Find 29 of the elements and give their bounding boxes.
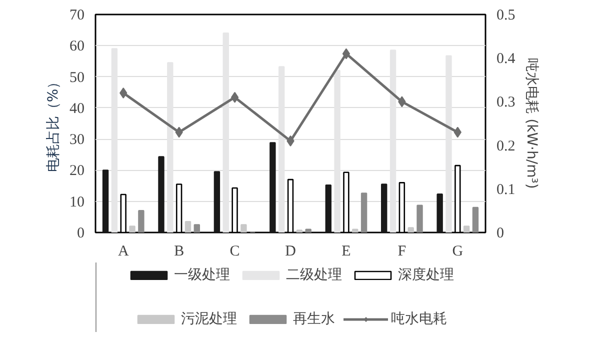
legend-label: 一级处理 [174, 266, 230, 284]
x-tick-label: E [342, 244, 351, 260]
legend-label: 吨水电耗 [391, 310, 447, 328]
y2-tick-label: 0.3 [496, 94, 516, 111]
x-tick-label: F [398, 244, 406, 260]
x-tick-label: B [174, 244, 184, 260]
y-tick-label: 50 [70, 70, 84, 86]
y-tick-label: 10 [70, 194, 84, 210]
y2-tick-label: 0.5 [496, 8, 516, 24]
y2-tick-label: 0.4 [496, 51, 516, 68]
x-tick-label: A [118, 244, 129, 260]
y2-tick-label: 0 [496, 226, 504, 242]
x-tick-label: G [452, 244, 464, 260]
y-tick-label: 60 [70, 38, 84, 55]
legend-label: 二级处理 [286, 266, 342, 284]
y-axis-title: 电耗占比（%） [46, 74, 62, 172]
legend-label: 再生水 [293, 310, 335, 328]
y2-axis-title: 吨水电耗 (kW·h/m³) [523, 58, 540, 189]
y-tick-label: 70 [70, 8, 84, 24]
y2-tick-label: 0.2 [496, 138, 516, 154]
x-tick-label: D [285, 244, 296, 260]
x-tick-label: C [230, 244, 240, 260]
y2-tick-label: 0.1 [496, 182, 516, 198]
y-tick-label: 30 [70, 132, 84, 148]
y-tick-label: 20 [70, 163, 84, 180]
legend-label: 污泥处理 [181, 310, 237, 328]
legend-label: 深度处理 [398, 266, 454, 284]
y-tick-label: 0 [77, 226, 84, 242]
y-tick-label: 40 [70, 100, 84, 117]
